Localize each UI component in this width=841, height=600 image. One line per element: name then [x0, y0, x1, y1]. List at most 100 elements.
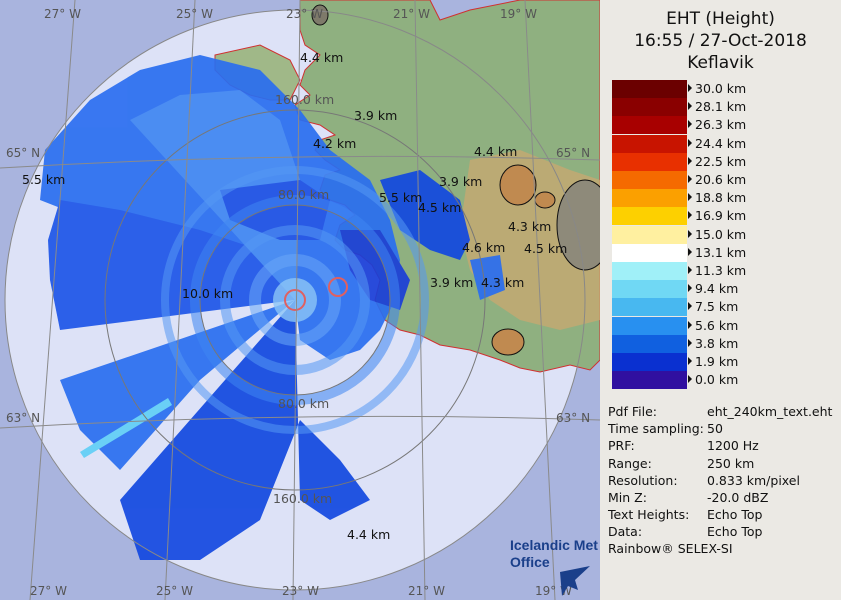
radar-map[interactable]: 27° W 25° W 23° W 21° W 19° W 27° W 25° …	[0, 0, 600, 600]
info-key: Pdf File:	[608, 404, 657, 419]
height-label: 4.4 km	[300, 50, 343, 65]
height-label: 3.9 km	[439, 174, 482, 189]
scale-label: 9.4 km	[695, 281, 739, 297]
logo-line2: Office	[510, 554, 550, 570]
ring-label-north-80: 80.0 km	[278, 187, 329, 202]
logo-mark-icon	[560, 566, 590, 596]
ring-label-south-160: 160.0 km	[273, 491, 332, 506]
scale-swatch	[612, 243, 687, 262]
info-value: -20.0 dBZ	[707, 490, 769, 505]
radar-site-name: Keflavik	[687, 53, 754, 73]
scale-tick-icon	[688, 138, 692, 147]
scale-label: 26.3 km	[695, 117, 747, 133]
info-key: Resolution:	[608, 472, 678, 488]
lon-bottom-21: 21° W	[408, 584, 445, 598]
scale-swatch	[612, 98, 687, 117]
scale-tick-icon	[688, 375, 692, 384]
imo-logo: Icelandic Met Office	[510, 537, 598, 596]
scale-tick-icon	[688, 302, 692, 311]
scale-swatch	[612, 225, 687, 244]
scale-tick-icon	[688, 357, 692, 365]
scale-tick-icon	[688, 320, 692, 329]
info-key: Text Heights:	[608, 507, 690, 523]
height-label: 4.4 km	[474, 144, 517, 159]
radar-center-echo	[273, 278, 317, 322]
scale-label: 5.6 km	[695, 317, 739, 333]
scale-swatch	[612, 316, 687, 335]
height-label: 4.6 km	[462, 240, 505, 255]
info-value: Echo Top	[707, 507, 763, 523]
scale-swatch	[612, 298, 687, 317]
radar-site-marker	[284, 289, 306, 311]
scale-swatch	[612, 280, 687, 299]
scale-tick-icon	[688, 284, 692, 293]
lat-right-63: 63° N	[556, 411, 590, 425]
software-credit: Rainbow® SELEX-SI	[608, 541, 733, 556]
scale-swatch	[612, 152, 687, 171]
height-label: 10.0 km	[182, 286, 233, 301]
info-value: 1200 Hz	[707, 438, 759, 454]
scale-swatch	[612, 353, 687, 371]
scale-swatch	[612, 262, 687, 280]
height-label: 4.2 km	[313, 136, 356, 151]
lon-bottom-23: 23° W	[282, 584, 319, 598]
radar-echoes	[40, 55, 505, 560]
scale-swatch	[612, 171, 687, 189]
height-label: 4.3 km	[481, 275, 524, 290]
lon-top-27: 27° W	[44, 7, 81, 21]
scale-tick-icon	[688, 266, 692, 274]
glacier-hofsjokull	[534, 191, 556, 209]
range-rings	[4, 9, 586, 591]
logo-line1: Icelandic Met	[510, 537, 598, 553]
scale-label: 11.3 km	[695, 263, 747, 278]
info-value: 50	[707, 421, 723, 437]
height-label: 3.9 km	[430, 275, 473, 290]
scale-label: 20.6 km	[695, 172, 747, 187]
scale-label: 24.4 km	[695, 135, 747, 151]
lon-top-25: 25° W	[176, 7, 213, 21]
info-key: PRF:	[608, 438, 635, 454]
scale-tick-icon	[688, 229, 692, 238]
lat-left-63: 63° N	[6, 411, 40, 425]
scale-tick-icon	[688, 338, 692, 347]
info-value: 0.833 km/pixel	[707, 472, 800, 488]
height-label: 3.9 km	[354, 108, 397, 123]
lon-top-23: 23° W	[286, 7, 323, 21]
scale-swatch	[612, 371, 687, 390]
radar-map-svg: 27° W 25° W 23° W 21° W 19° W 27° W 25° …	[0, 0, 600, 600]
legend-panel: EHT (Height) 16:55 / 27-Oct-2018 Keflavi…	[600, 0, 841, 600]
scale-label: 7.5 km	[695, 299, 739, 315]
scale-tick-icon	[688, 193, 692, 202]
scale-label: 28.1 km	[695, 99, 747, 115]
scale-label: 3.8 km	[695, 335, 739, 351]
info-value: eht_240km_text.eht	[707, 404, 833, 419]
height-label: 5.5 km	[379, 190, 422, 205]
graticule	[0, 0, 600, 600]
secondary-site-marker	[328, 277, 348, 297]
info-key: Data:	[608, 524, 643, 540]
scale-swatch	[612, 189, 687, 208]
scale-label: 30.0 km	[695, 81, 747, 96]
height-label: 4.5 km	[524, 241, 567, 256]
scale-swatch	[612, 116, 687, 135]
scale-swatch	[612, 80, 687, 98]
info-value: Echo Top	[707, 524, 763, 540]
info-key: Range:	[608, 455, 652, 471]
scale-tick-icon	[688, 102, 692, 111]
lat-right-65: 65° N	[556, 146, 590, 160]
height-label: 4.5 km	[418, 200, 461, 215]
scale-label: 1.9 km	[695, 354, 739, 369]
lon-bottom-25: 25° W	[156, 584, 193, 598]
lon-bottom-27: 27° W	[30, 584, 67, 598]
ring-label-north-160: 160.0 km	[275, 92, 334, 107]
scale-label: 22.5 km	[695, 153, 747, 169]
height-label: 4.4 km	[347, 527, 390, 542]
scale-label: 0.0 km	[695, 372, 739, 388]
scale-label: 16.9 km	[695, 208, 747, 224]
scale-swatch	[612, 207, 687, 226]
lat-left-65: 65° N	[6, 146, 40, 160]
ring-label-south-80: 80.0 km	[278, 396, 329, 411]
scale-swatch	[612, 334, 687, 353]
scale-swatch	[612, 134, 687, 153]
lon-top-21: 21° W	[393, 7, 430, 21]
